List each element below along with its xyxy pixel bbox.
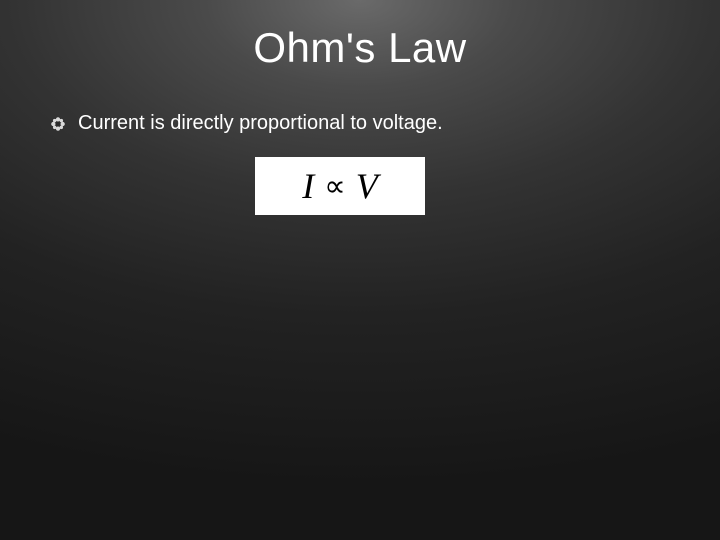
bullet-text: Current is directly proportional to volt… [78, 112, 443, 135]
formula-left: I [302, 165, 314, 207]
slide-title: Ohm's Law [0, 0, 720, 72]
formula-box: I ∝ V [255, 157, 425, 215]
proportional-symbol-icon: ∝ [324, 169, 345, 204]
slide-body: Current is directly proportional to volt… [0, 72, 720, 215]
flower-bullet-icon [50, 116, 66, 132]
formula-right: V [356, 165, 378, 207]
slide: Ohm's Law Curren [0, 0, 720, 540]
bullet-item: Current is directly proportional to volt… [50, 112, 670, 135]
formula: I ∝ V [302, 165, 377, 207]
